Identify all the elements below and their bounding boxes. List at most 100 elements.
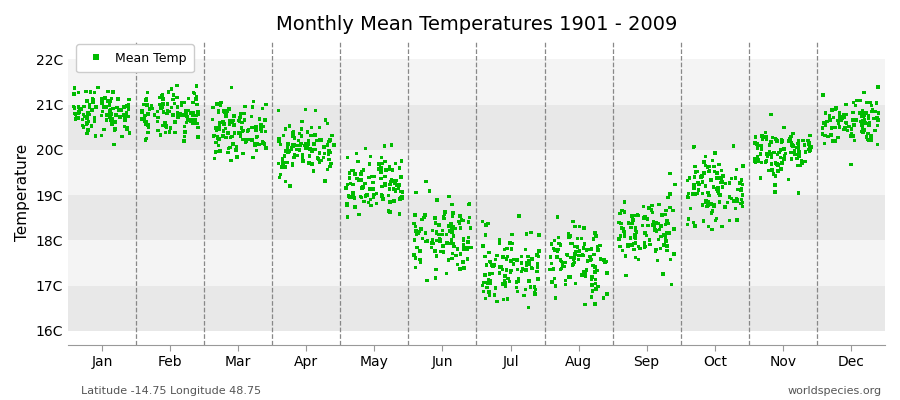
Point	[497, 296, 511, 302]
Point	[434, 248, 448, 255]
Point	[617, 199, 632, 205]
Point	[352, 211, 366, 218]
Point	[382, 208, 396, 215]
Point	[861, 112, 876, 118]
Point	[258, 128, 273, 134]
Point	[439, 270, 454, 277]
Point	[731, 198, 745, 205]
Point	[317, 150, 331, 157]
Point	[227, 113, 241, 120]
Point	[327, 142, 341, 148]
Point	[306, 168, 320, 174]
Point	[853, 118, 868, 125]
Point	[575, 252, 590, 258]
Point	[304, 132, 319, 139]
Point	[249, 147, 264, 154]
Point	[244, 113, 258, 120]
Point	[564, 240, 579, 247]
Point	[103, 102, 117, 108]
Point	[658, 212, 672, 218]
Point	[500, 256, 514, 262]
Point	[216, 108, 230, 114]
Point	[663, 170, 678, 177]
Point	[522, 278, 536, 284]
Point	[571, 236, 585, 242]
Point	[254, 126, 268, 132]
Point	[374, 184, 389, 190]
Point	[661, 220, 675, 227]
Point	[277, 153, 292, 159]
Point	[510, 257, 525, 263]
Point	[147, 112, 161, 118]
Point	[627, 246, 642, 253]
Point	[558, 277, 572, 284]
Point	[408, 212, 422, 218]
Point	[863, 137, 878, 143]
Point	[622, 220, 636, 226]
Point	[118, 114, 132, 120]
Point	[212, 108, 226, 114]
Point	[446, 233, 461, 239]
Point	[760, 158, 774, 164]
Point	[844, 161, 859, 168]
Point	[189, 112, 203, 119]
Point	[500, 253, 515, 260]
Point	[80, 114, 94, 121]
Point	[629, 229, 643, 235]
Point	[362, 174, 376, 181]
Point	[456, 236, 471, 243]
Point	[656, 232, 670, 238]
Point	[294, 133, 309, 139]
Point	[644, 207, 659, 213]
Point	[793, 162, 807, 168]
Point	[444, 221, 458, 227]
Point	[71, 110, 86, 117]
Point	[374, 169, 388, 175]
Point	[407, 220, 421, 226]
Point	[755, 136, 770, 143]
Point	[141, 111, 156, 118]
Point	[775, 138, 789, 144]
Point	[99, 104, 113, 110]
Point	[286, 141, 301, 148]
Point	[750, 143, 764, 150]
Point	[490, 298, 504, 304]
Point	[110, 104, 124, 110]
Point	[253, 116, 267, 122]
Point	[551, 246, 565, 253]
Point	[286, 129, 301, 135]
Point	[731, 186, 745, 193]
Point	[163, 108, 177, 114]
Point	[774, 137, 788, 144]
Point	[98, 95, 112, 101]
Point	[122, 96, 136, 103]
Point	[843, 133, 858, 139]
Point	[574, 235, 589, 242]
Point	[554, 265, 569, 272]
Point	[71, 104, 86, 110]
Point	[803, 132, 817, 138]
Point	[653, 233, 668, 240]
Point	[586, 262, 600, 269]
Point	[220, 130, 235, 136]
Point	[186, 99, 201, 106]
Point	[617, 208, 632, 215]
Point	[108, 126, 122, 132]
Point	[428, 215, 443, 221]
Point	[150, 118, 165, 125]
Bar	[68, 286, 885, 331]
Point	[76, 116, 90, 123]
Point	[598, 259, 612, 266]
Point	[759, 134, 773, 140]
Point	[104, 111, 118, 117]
Point	[294, 140, 309, 147]
Point	[250, 140, 265, 147]
Point	[87, 90, 102, 96]
Point	[769, 173, 783, 179]
Point	[354, 193, 368, 200]
Point	[501, 276, 516, 282]
Point	[407, 237, 421, 243]
Point	[792, 152, 806, 158]
Point	[729, 166, 743, 173]
Point	[177, 138, 192, 144]
